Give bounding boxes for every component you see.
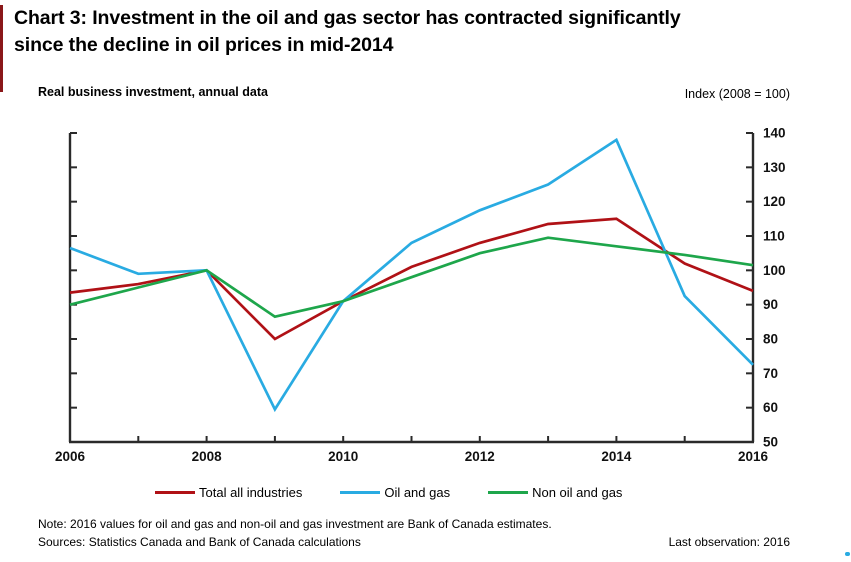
chart-title: Chart 3: Investment in the oil and gas s… [14, 5, 844, 59]
chart-title-line1: Chart 3: Investment in the oil and gas s… [14, 7, 681, 29]
series-line-oil-and-gas [69, 137, 754, 413]
legend-line-swatch-blue [340, 491, 381, 494]
index-unit-label: Index (2008 = 100) [684, 87, 790, 101]
corner-artifact-dot [845, 552, 850, 556]
legend-label: Oil and gas [384, 485, 451, 500]
legend-label: Non oil and gas [532, 485, 623, 500]
x-tick-label: 2010 [328, 449, 358, 464]
sources-text: Sources: Statistics Canada and Bank of C… [38, 535, 361, 549]
legend-item-total-all-industries: Total all industries [155, 485, 302, 500]
legend-item-oil-and-gas: Oil and gas [340, 485, 450, 500]
y-tick-label: 140 [763, 126, 786, 141]
legend: Total all industries Oil and gas Non oil… [155, 485, 622, 500]
axis-description-label: Real business investment, annual data [38, 85, 268, 99]
legend-line-swatch-red [155, 491, 195, 494]
y-tick-label: 130 [763, 160, 786, 175]
x-tick-label: 2012 [465, 449, 495, 464]
y-tick-label: 120 [763, 194, 786, 209]
legend-line-swatch-green [488, 491, 529, 494]
chart-title-line2: since the decline in oil prices in mid-2… [14, 34, 394, 56]
y-tick-label: 50 [763, 435, 778, 450]
series-line-non-oil-and-gas [69, 236, 754, 319]
legend-item-non-oil-and-gas: Non oil and gas [488, 485, 622, 500]
x-tick-label: 2014 [601, 449, 632, 464]
y-tick-label: 60 [763, 400, 778, 415]
left-edge-bar [0, 5, 3, 92]
y-tick-label: 110 [763, 229, 785, 244]
y-tick-label: 100 [763, 263, 786, 278]
x-tick-label: 2006 [55, 449, 86, 464]
y-tick-label: 70 [763, 366, 778, 381]
last-observation-text: Last observation: 2016 [668, 535, 790, 549]
x-tick-label: 2008 [192, 449, 223, 464]
x-tick-label: 2016 [738, 449, 769, 464]
y-tick-label: 80 [763, 332, 778, 347]
y-tick-label: 90 [763, 297, 778, 312]
legend-label: Total all industries [199, 485, 303, 500]
note-text: Note: 2016 values for oil and gas and no… [38, 517, 552, 531]
